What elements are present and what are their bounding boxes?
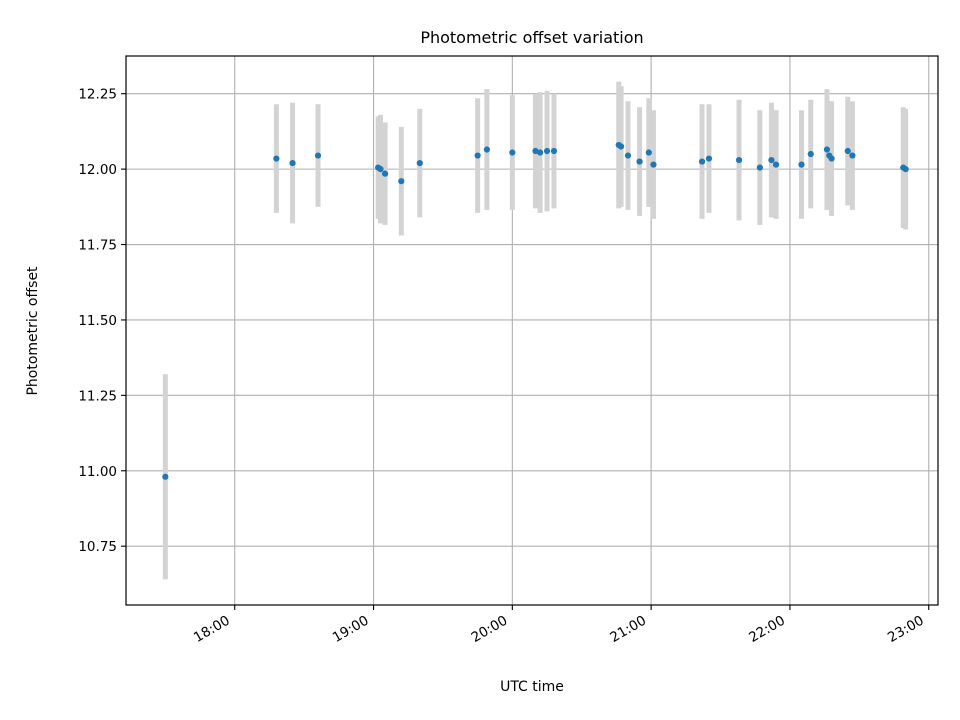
data-point xyxy=(844,147,851,155)
data-points xyxy=(162,141,909,480)
data-point xyxy=(483,146,490,153)
data-point xyxy=(650,161,657,168)
y-axis-label: Photometric offset xyxy=(25,266,41,396)
data-point xyxy=(823,146,831,153)
data-point xyxy=(314,152,322,159)
data-point xyxy=(768,156,775,164)
data-point xyxy=(536,149,544,156)
data-point xyxy=(381,170,389,177)
y-tick-label: 10.75 xyxy=(78,539,117,555)
y-tick-label: 11.50 xyxy=(78,313,117,329)
chart-title: Photometric offset variation xyxy=(420,28,643,47)
x-axis-label: UTC time xyxy=(500,679,564,695)
data-point xyxy=(617,143,625,150)
data-point xyxy=(509,149,516,156)
y-tick-label: 11.00 xyxy=(78,464,117,480)
plot-frame xyxy=(125,55,939,606)
data-point xyxy=(645,149,652,156)
data-point xyxy=(705,155,713,162)
data-point xyxy=(543,147,551,155)
data-point xyxy=(756,164,763,171)
data-point xyxy=(624,152,632,159)
data-point xyxy=(735,156,743,164)
data-point xyxy=(398,178,405,185)
data-point xyxy=(772,161,780,168)
y-tick-label: 12.00 xyxy=(78,162,117,178)
data-point xyxy=(828,155,835,162)
data-point xyxy=(162,473,169,480)
data-point xyxy=(698,158,706,165)
axis-ticks: 18:00 19:00 20:00 21:00 22:00 23:0010.7511.00… xyxy=(78,87,930,646)
data-point xyxy=(849,152,856,159)
y-tick-label: 11.25 xyxy=(78,388,117,404)
data-point xyxy=(474,152,481,159)
data-point xyxy=(377,166,384,173)
data-point xyxy=(550,147,558,155)
data-point xyxy=(807,150,814,158)
data-point xyxy=(273,155,280,162)
data-point xyxy=(416,159,423,167)
data-point xyxy=(798,161,805,168)
data-point xyxy=(902,166,909,173)
data-point xyxy=(289,159,296,167)
y-tick-label: 12.25 xyxy=(78,87,117,103)
y-tick-label: 11.75 xyxy=(78,238,117,254)
data-point xyxy=(636,158,643,165)
